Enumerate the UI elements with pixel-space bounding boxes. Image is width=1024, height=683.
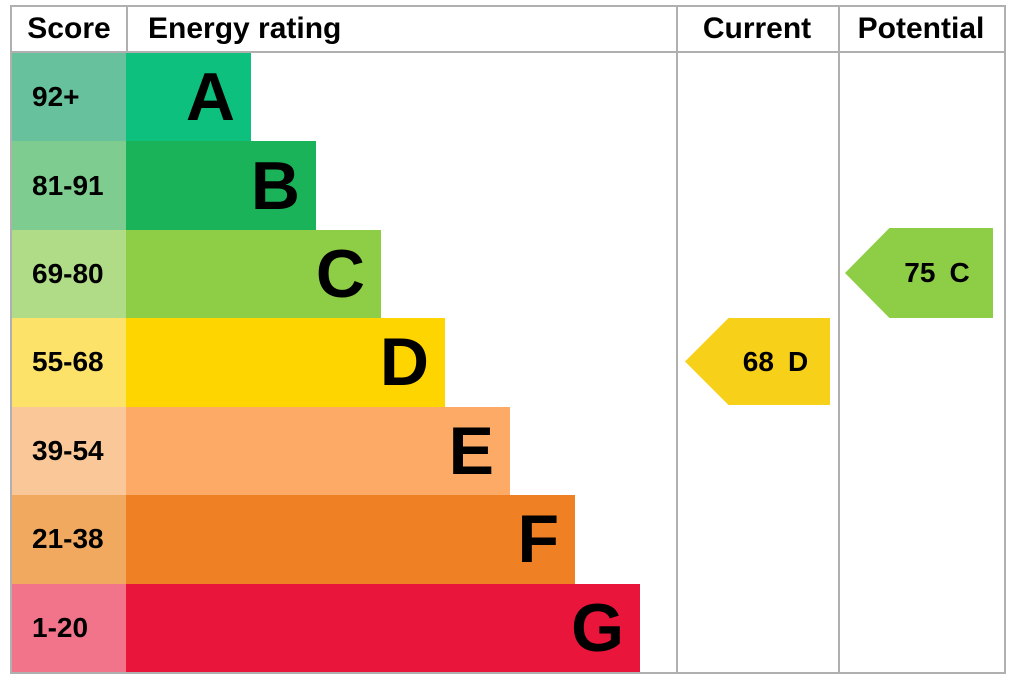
score-cell-g: 1-20 xyxy=(12,583,126,672)
score-cell-c: 69-80 xyxy=(12,229,126,319)
band-bar-a: A xyxy=(126,53,251,142)
score-range-label: 39-54 xyxy=(32,434,104,466)
score-range-label: 1-20 xyxy=(32,611,89,643)
band-letter: A xyxy=(185,59,235,136)
band-letter: E xyxy=(448,412,494,489)
score-cell-a: 92+ xyxy=(12,53,126,142)
band-letter: B xyxy=(250,147,300,224)
header-score: Score xyxy=(27,12,111,45)
score-cell-b: 81-91 xyxy=(12,141,126,230)
band-letter: G xyxy=(571,589,624,666)
header-potential: Potential xyxy=(857,12,985,45)
score-range-label: 55-68 xyxy=(32,346,104,378)
band-letter: C xyxy=(315,236,365,313)
score-cell-d: 55-68 xyxy=(12,318,126,407)
current-rating-value: 68 xyxy=(742,345,774,377)
band-bar-b: B xyxy=(126,141,316,230)
band-bar-d: D xyxy=(126,318,445,407)
band-row-e: 39-54 E xyxy=(12,406,1004,496)
chart-table-frame: Score Energy rating Current Potential 92… xyxy=(10,5,1006,674)
score-cell-e: 39-54 xyxy=(12,406,126,496)
band-row-a: 92+ A xyxy=(12,53,1004,142)
band-bar-f: F xyxy=(126,495,575,584)
potential-rating-letter: C xyxy=(949,257,970,288)
header-row: Score Energy rating Current Potential xyxy=(12,7,1004,53)
score-range-label: 21-38 xyxy=(32,523,104,555)
band-row-b: 81-91 B xyxy=(12,141,1004,230)
band-row-g: 1-20 G xyxy=(12,583,1004,672)
band-bar-e: E xyxy=(126,406,510,496)
band-row-c: 69-80 C xyxy=(12,229,1004,319)
band-row-d: 55-68 D xyxy=(12,318,1004,407)
band-rows: 92+ A 81-91 B 69-80 C 55-68 D 39-54 E 21… xyxy=(12,53,1004,672)
band-bar-g: G xyxy=(126,583,640,672)
score-range-label: 81-91 xyxy=(32,169,104,201)
band-letter: F xyxy=(517,501,559,578)
potential-rating-value: 75 xyxy=(904,257,936,288)
current-column-divider xyxy=(676,7,678,672)
current-rating-letter: D xyxy=(787,345,809,377)
score-cell-f: 21-38 xyxy=(12,495,126,584)
header-current: Current xyxy=(702,12,812,45)
band-bar-c: C xyxy=(126,229,381,319)
score-range-label: 69-80 xyxy=(32,258,104,290)
header-energy-rating: Energy rating xyxy=(148,12,342,45)
score-range-label: 92+ xyxy=(32,81,80,113)
band-letter: D xyxy=(379,324,429,401)
band-row-f: 21-38 F xyxy=(12,495,1004,584)
potential-column-divider xyxy=(838,7,840,672)
header-score-divider xyxy=(126,7,128,51)
